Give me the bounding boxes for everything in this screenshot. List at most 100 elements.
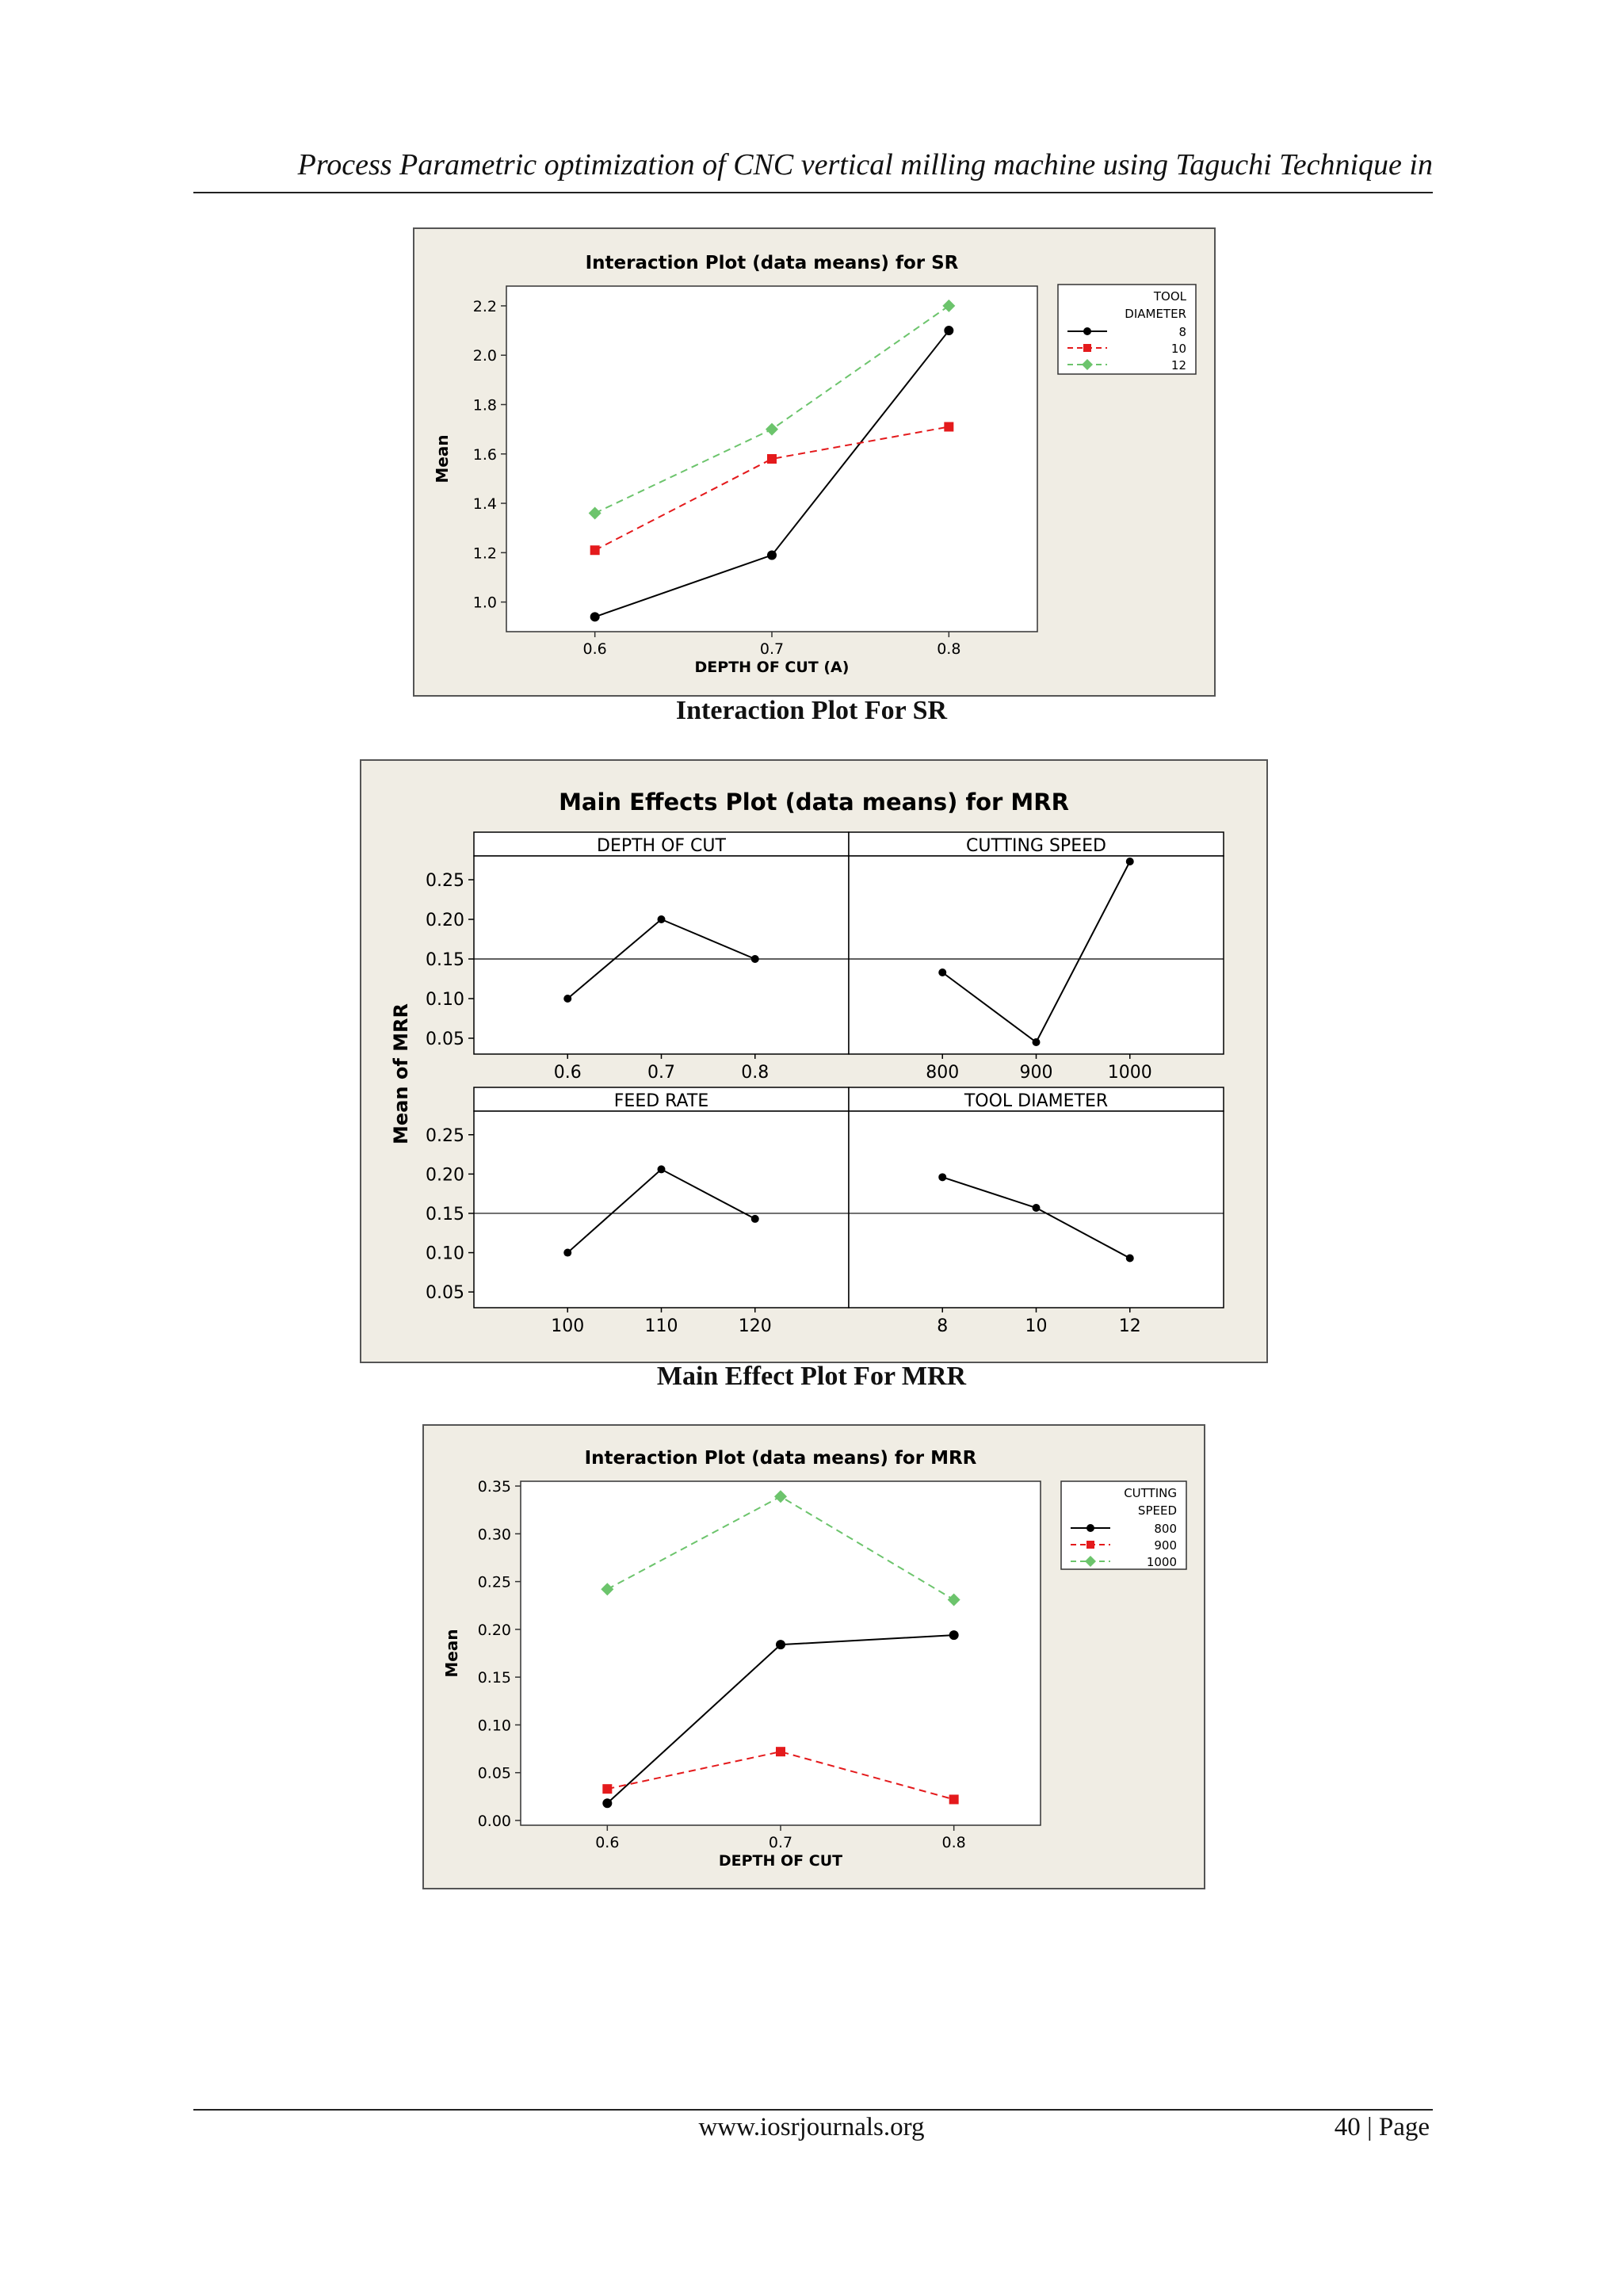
data-point-10 [944, 422, 954, 432]
figure-interaction-sr: Interaction Plot (data means) for SR 1.0 1… [413, 227, 1216, 697]
main-effects-plot-mrr: Main Effects Plot (data means) for MRR Me… [390, 789, 1224, 1336]
caption-main-effects-mrr: Main Effect Plot For MRR [656, 1362, 967, 1391]
data-point [657, 1165, 666, 1174]
data-point-1000 [601, 1583, 614, 1596]
data-point-8 [944, 326, 954, 336]
running-header: Process Parametric optimization of CNC v… [297, 148, 1433, 181]
caption-interaction-sr: Interaction Plot For SR [675, 696, 948, 725]
data-point-10 [590, 545, 600, 556]
data-point-900 [949, 1794, 959, 1805]
legend-title: SPEED [1138, 1503, 1177, 1518]
y-tick-label: 0.30 [478, 1526, 511, 1543]
x-tick-label: 100 [551, 1316, 584, 1336]
data-point-900 [776, 1747, 785, 1757]
data-point [1032, 1204, 1041, 1213]
legend-title: CUTTING [1124, 1486, 1177, 1500]
y-tick-label: 0.20 [478, 1622, 511, 1639]
x-tick-label: 0.8 [937, 640, 960, 658]
y-tick-label: 1.2 [473, 544, 497, 562]
legend-box [1057, 284, 1197, 375]
legend-label: 900 [1154, 1538, 1177, 1553]
x-tick-label: 0.6 [583, 640, 607, 658]
y-tick-label: 0.10 [426, 990, 464, 1010]
x-tick-label: 800 [926, 1063, 959, 1083]
y-tick-label: 0.00 [478, 1813, 511, 1830]
legend-label: 1000 [1147, 1555, 1177, 1569]
data-point-1000 [947, 1593, 960, 1606]
y-tick-label: 1.6 [473, 446, 497, 464]
x-tick-label: 0.6 [595, 1834, 619, 1851]
data-point-8 [767, 550, 777, 560]
footer-url: www.iosrjournals.org [698, 2113, 925, 2141]
legend-marker [1086, 1541, 1094, 1549]
y-tick-label: 0.20 [426, 1165, 464, 1185]
interaction-plot-mrr: Interaction Plot (data means) for MRR 0.0… [442, 1448, 1187, 1870]
chart-title: Interaction Plot (data means) for MRR [585, 1448, 977, 1469]
y-axis-label: Mean [442, 1629, 461, 1677]
header-rule [193, 192, 1433, 193]
y-axis-label: Mean [433, 434, 452, 483]
panel-strip [473, 831, 850, 857]
y-tick-label: 0.25 [426, 1126, 464, 1146]
plot-area [520, 1480, 1041, 1826]
series-line-10 [594, 426, 949, 552]
data-point-12 [942, 299, 956, 312]
y-tick-label: 1.0 [473, 594, 497, 612]
x-tick-label: 110 [645, 1316, 678, 1336]
x-axis-label: DEPTH OF CUT [719, 1852, 842, 1870]
panel-title: CUTTING SPEED [966, 836, 1106, 856]
y-tick-label: 0.05 [426, 1030, 464, 1049]
data-point [938, 1173, 947, 1182]
data-point [750, 955, 759, 963]
data-point-10 [767, 454, 777, 464]
y-tick-label: 0.15 [426, 1205, 464, 1224]
chart-title: Main Effects Plot (data means) for MRR [559, 789, 1069, 816]
data-point-800 [602, 1798, 613, 1809]
data-point [938, 968, 947, 976]
footer-rule [193, 2109, 1433, 2111]
figure-interaction-mrr: Interaction Plot (data means) for MRR 0.0… [422, 1424, 1205, 1889]
legend-title: TOOL [1153, 289, 1187, 304]
data-point-800 [776, 1640, 785, 1650]
data-point-8 [590, 612, 600, 622]
y-tick-label: 0.35 [478, 1478, 511, 1496]
legend-marker [1083, 344, 1091, 352]
x-tick-label: 900 [1020, 1063, 1053, 1083]
y-tick-label: 0.25 [478, 1574, 511, 1591]
data-point [563, 995, 572, 1003]
panel-title: FEED RATE [614, 1091, 708, 1111]
x-tick-label: 1000 [1108, 1063, 1152, 1083]
interaction-plot-sr: Interaction Plot (data means) for SR 1.0 1… [433, 253, 1197, 676]
x-tick-label: 0.7 [769, 1834, 792, 1851]
legend-marker [1086, 1524, 1094, 1532]
data-point [1032, 1038, 1041, 1046]
x-tick-label: 120 [739, 1316, 772, 1336]
data-point [657, 915, 666, 923]
legend-box [1060, 1480, 1187, 1570]
legend-marker [1085, 1556, 1096, 1567]
legend-marker [1082, 359, 1093, 370]
panel-strip [473, 1087, 850, 1112]
y-tick-label: 0.15 [478, 1669, 511, 1687]
y-tick-label: 0.25 [426, 871, 464, 891]
legend-marker [1083, 327, 1091, 335]
y-tick-label: 0.05 [478, 1765, 511, 1782]
panel-plot-area [848, 855, 1224, 1055]
y-tick-label: 0.10 [426, 1244, 464, 1264]
x-tick-label: 12 [1119, 1316, 1141, 1336]
chart-title: Interaction Plot (data means) for SR [586, 253, 959, 273]
x-tick-label: 0.6 [554, 1063, 582, 1083]
x-tick-label: 0.8 [942, 1834, 966, 1851]
data-point-12 [588, 506, 601, 520]
legend-title: DIAMETER [1125, 307, 1186, 321]
y-tick-label: 1.4 [473, 495, 497, 513]
panel-plot-area [473, 855, 850, 1055]
y-tick-label: 2.0 [473, 347, 497, 365]
x-tick-label: 0.7 [647, 1063, 675, 1083]
data-point [563, 1248, 572, 1257]
x-tick-label: 0.8 [741, 1063, 769, 1083]
legend-label: 12 [1171, 358, 1186, 372]
legend-label: 8 [1178, 325, 1186, 339]
x-axis-label: DEPTH OF CUT (A) [695, 659, 850, 676]
data-point [750, 1214, 759, 1223]
